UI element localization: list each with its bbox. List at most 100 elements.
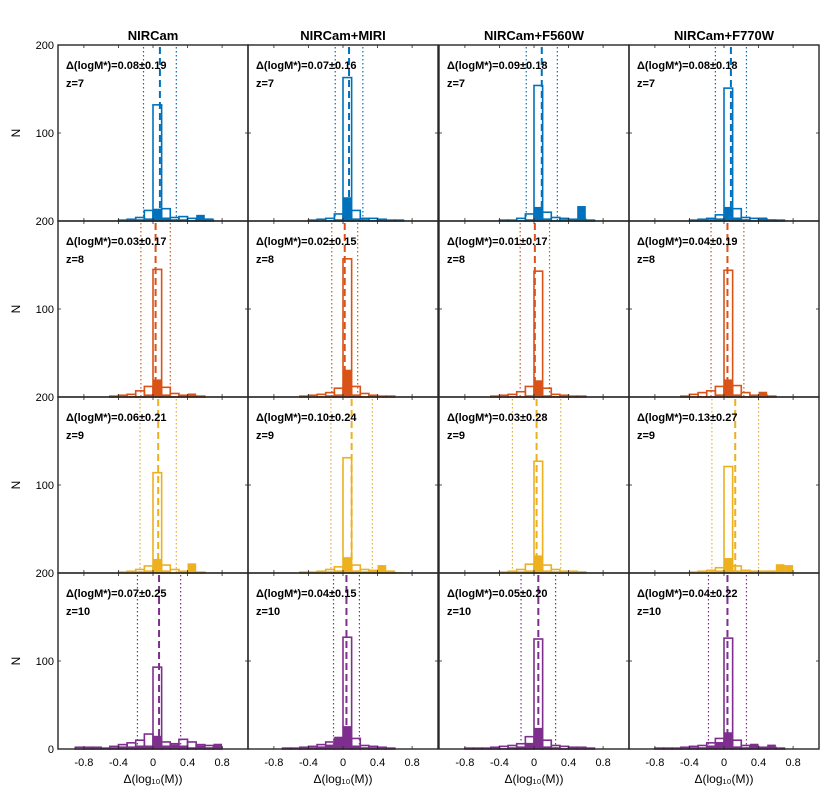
y-axis-label: N xyxy=(9,657,23,666)
stat-label: Δ(logM*)=0.07±0.16 xyxy=(256,60,356,72)
filled-bar xyxy=(534,206,543,221)
filled-bar xyxy=(334,219,343,221)
filled-bar xyxy=(351,570,361,573)
filled-bar xyxy=(161,217,171,221)
panel: Δ(logM*)=0.07±0.16 z=7 xyxy=(247,44,439,222)
y-axis-label: N xyxy=(9,129,23,138)
filled-bar xyxy=(715,741,724,749)
filled-bar xyxy=(153,208,162,221)
filled-bar xyxy=(325,395,335,397)
redshift-label: z=9 xyxy=(66,430,84,442)
filled-bar xyxy=(758,571,768,573)
filled-bar xyxy=(775,564,785,573)
filled-bar xyxy=(525,219,534,221)
y-axis-labels: 100 200 N 100 200 N 100 200 N 0 100 200 N xyxy=(9,40,54,756)
filled-bar xyxy=(377,565,387,573)
x-tick-label: -0.8 xyxy=(455,757,474,769)
column-titles: NIRCam NIRCam+MIRI NIRCam+F560W NIRCam+F770… xyxy=(128,28,775,43)
y-tick-label: 200 xyxy=(36,392,54,404)
filled-bar xyxy=(525,395,534,397)
filled-bar xyxy=(732,570,742,573)
column-title: NIRCam xyxy=(128,28,179,43)
column-title: NIRCam+F770W xyxy=(674,28,775,43)
x-tick-label: -0.4 xyxy=(109,757,128,769)
panel: Δ(logM*)=0.03±0.28 z=9 xyxy=(438,396,630,574)
y-tick-label: 100 xyxy=(36,304,54,316)
filled-bar xyxy=(577,206,586,221)
filled-bar xyxy=(325,744,335,749)
filled-bar xyxy=(551,571,560,573)
redshift-label: z=10 xyxy=(637,606,661,618)
filled-bar xyxy=(144,394,153,397)
filled-bar xyxy=(732,746,742,749)
filled-bar xyxy=(715,218,724,221)
filled-bar xyxy=(689,747,699,749)
x-tick-label: -0.4 xyxy=(299,757,318,769)
filled-bar xyxy=(542,746,552,749)
x-tick-label: -0.4 xyxy=(490,757,509,769)
filled-bar xyxy=(334,736,343,749)
column-title: NIRCam+F560W xyxy=(484,28,585,43)
filled-bar xyxy=(343,726,352,749)
outline-bar xyxy=(515,390,527,398)
x-tick-label: 0.4 xyxy=(561,757,576,769)
panel: Δ(logM*)=0.09±0.18 z=7 xyxy=(438,44,630,222)
stat-label: Δ(logM*)=0.04±0.15 xyxy=(256,588,356,600)
outline-bar xyxy=(152,268,163,398)
stat-label: Δ(logM*)=0.05±0.20 xyxy=(447,588,547,600)
x-axis-label: Δ(log₁₀(M)) xyxy=(123,772,182,786)
filled-bar xyxy=(715,570,724,573)
y-tick-label: 100 xyxy=(36,128,54,140)
filled-bar xyxy=(559,219,569,221)
filled-bar xyxy=(144,570,153,573)
filled-bar xyxy=(368,570,378,573)
filled-bar xyxy=(308,747,318,749)
panel: Δ(logM*)=0.04±0.22 z=10 xyxy=(628,572,820,750)
stat-label: Δ(logM*)=0.02±0.15 xyxy=(256,236,356,248)
column-title: NIRCam+MIRI xyxy=(300,28,386,43)
filled-bar xyxy=(368,747,378,749)
filled-bar xyxy=(204,747,214,749)
filled-bar xyxy=(351,394,361,397)
filled-bar xyxy=(187,563,197,573)
filled-bar xyxy=(325,571,335,573)
panel: Δ(logM*)=0.03±0.17 z=8 xyxy=(57,220,249,398)
filled-bar xyxy=(343,557,352,573)
filled-bar xyxy=(741,747,750,749)
x-tick-label: -0.8 xyxy=(74,757,93,769)
redshift-label: z=10 xyxy=(447,606,471,618)
filled-bar xyxy=(135,745,145,749)
x-tick-label: -0.4 xyxy=(680,757,699,769)
panel: Δ(logM*)=0.08±0.18 z=7 xyxy=(628,44,820,222)
filled-bar xyxy=(144,218,153,221)
filled-bar xyxy=(161,394,171,397)
filled-bar xyxy=(706,571,716,573)
filled-bar xyxy=(568,219,578,221)
x-tick-label: -0.8 xyxy=(645,757,664,769)
filled-bar xyxy=(568,571,578,573)
filled-bar xyxy=(334,394,343,397)
x-tick-label: 0.8 xyxy=(214,757,229,769)
filled-bar xyxy=(534,555,543,573)
x-tick-label: -0.8 xyxy=(264,757,283,769)
redshift-label: z=7 xyxy=(447,78,465,90)
x-tick-label: 0.8 xyxy=(404,757,419,769)
filled-bar xyxy=(525,570,534,573)
stat-label: Δ(logM*)=0.04±0.22 xyxy=(637,588,737,600)
filled-bar xyxy=(534,380,543,397)
redshift-label: z=8 xyxy=(637,254,655,266)
stat-label: Δ(logM*)=0.03±0.28 xyxy=(447,412,547,424)
panel: Δ(logM*)=0.07±0.25 z=10 xyxy=(57,572,249,750)
x-tick-label: 0 xyxy=(340,757,346,769)
filled-bar xyxy=(187,393,197,397)
x-tick-label: 0 xyxy=(531,757,537,769)
filled-bar xyxy=(360,747,369,749)
filled-bar xyxy=(741,219,750,221)
redshift-label: z=10 xyxy=(256,606,280,618)
x-axis-labels: -0.8 -0.4 0 0.4 0.8 Δ(log₁₀(M)) -0.8 -0.4 0 0.4 0.… xyxy=(74,757,800,786)
stat-label: Δ(logM*)=0.07±0.25 xyxy=(66,588,166,600)
filled-bar xyxy=(127,746,136,749)
filled-bar xyxy=(360,219,369,221)
redshift-label: z=8 xyxy=(256,254,274,266)
filled-bar xyxy=(118,746,128,749)
